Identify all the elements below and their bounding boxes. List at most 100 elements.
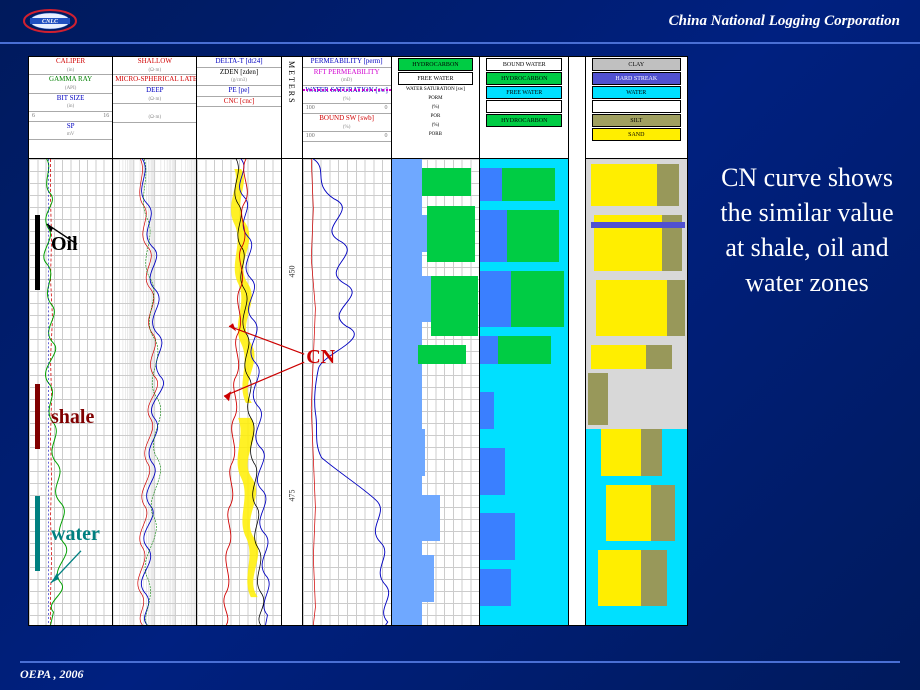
- fill-bound: [480, 210, 506, 261]
- track-body: 450 475: [282, 159, 302, 625]
- depth-unit: METERS: [287, 61, 296, 105]
- fill-hc: [431, 276, 478, 337]
- track-header: HYDROCARBONFREE WATERWATER SATURATION [s…: [392, 57, 480, 159]
- track-depth: METERS 450 475: [282, 57, 303, 625]
- legend-box: BOUND WATER: [486, 58, 562, 71]
- track-header: CLAYHARD STREAKWATERSILTSAND: [586, 57, 687, 159]
- fill-bound: [400, 555, 433, 602]
- fill-bound: [405, 495, 440, 542]
- header-label: CALIPER(in): [29, 57, 112, 75]
- track-body: [29, 159, 112, 625]
- header-scale: 1000: [303, 104, 391, 114]
- fill-bound: [480, 336, 498, 364]
- log-panel: CALIPER(in)GAMMA RAY(API)BIT SIZE(in)616…: [28, 56, 688, 626]
- legend-box: [592, 100, 681, 113]
- company-name: China National Logging Corporation: [669, 13, 900, 30]
- fill-hc: [422, 168, 470, 196]
- track-gap: [569, 57, 585, 625]
- fill-bound: [399, 429, 425, 476]
- track-permeability: PERMEABILITY [perm]RFT PERMEABILITY(mD)W…: [303, 57, 392, 625]
- fill-bound: [480, 271, 511, 327]
- logo: CNLC: [20, 6, 80, 36]
- fill-bound: [400, 276, 431, 323]
- fill-bound: [480, 569, 511, 606]
- fill-hc: [427, 206, 475, 262]
- header-scale: 616: [29, 112, 112, 122]
- header-label: RFT PERMEABILITY(mD): [303, 68, 391, 86]
- header-label: (Ω·m): [113, 104, 196, 122]
- header-scale: 1000: [303, 132, 391, 142]
- fill-bound: [480, 448, 505, 495]
- rft-line: [303, 89, 391, 91]
- legend-box: FREE WATER: [398, 72, 474, 85]
- track-gr-caliper: CALIPER(in)GAMMA RAY(API)BIT SIZE(in)616…: [29, 57, 113, 625]
- curve-msfl: [144, 159, 161, 625]
- curve-gr: [44, 159, 67, 625]
- fill-bound: [480, 392, 493, 429]
- track-volumes1: HYDROCARBONFREE WATERWATER SATURATION [s…: [392, 57, 481, 625]
- header-label: SPmV: [29, 122, 112, 140]
- legend-box: PORM: [398, 95, 474, 104]
- header-label: GAMMA RAY(API): [29, 75, 112, 93]
- track-header: DELTA-T [dt24]ZDEN [zden](g/cm3)PE [pe]C…: [197, 57, 280, 159]
- track-lithology: CLAYHARD STREAKWATERSILTSAND: [586, 57, 687, 625]
- header-label: PE [pe]: [197, 86, 280, 97]
- fill-bound: [480, 168, 502, 201]
- fill-hardstreak: [591, 222, 685, 228]
- legend-box: POR: [398, 113, 474, 122]
- legend-box: CLAY: [592, 58, 681, 71]
- curves: [29, 159, 112, 625]
- curve-sw: [313, 159, 388, 625]
- track-body: [392, 159, 480, 625]
- curves: [303, 159, 391, 625]
- header-label: BOUND SW [swb](%): [303, 114, 391, 132]
- fill-hc: [418, 345, 466, 364]
- header-label: ZDEN [zden](g/cm3): [197, 68, 280, 86]
- legend-box: (%): [398, 122, 474, 131]
- curve-zden: [235, 159, 264, 625]
- track-header: CALIPER(in)GAMMA RAY(API)BIT SIZE(in)616…: [29, 57, 112, 159]
- fill-silt: [641, 429, 661, 476]
- track-resistivity: SHALLOW(Ω·m)MICRO-SPHERICAL LATERALDEEP(…: [113, 57, 197, 625]
- footer: OEPA , 2006: [20, 661, 900, 682]
- legend-box: [486, 100, 562, 113]
- track-body: [113, 159, 196, 625]
- header-label: BIT SIZE(in): [29, 94, 112, 112]
- header-label: CNC [cnc]: [197, 97, 280, 108]
- track-volumes2: BOUND WATERHYDROCARBONFREE WATERHYDROCAR…: [480, 57, 569, 625]
- fill-silt: [667, 280, 685, 336]
- legend-box: SAND: [592, 128, 681, 141]
- track-body: [303, 159, 391, 625]
- header-label: SHALLOW(Ω·m): [113, 57, 196, 75]
- legend-box: (%): [398, 104, 474, 113]
- fill-silt: [646, 345, 671, 368]
- track-body: [197, 159, 280, 625]
- legend-box: HYDROCARBON: [398, 58, 474, 71]
- track-body: [480, 159, 568, 625]
- curves: [113, 159, 196, 625]
- legend-box: HARD STREAK: [592, 72, 681, 85]
- fill-bound: [393, 178, 419, 201]
- depth-tick: 475: [287, 489, 296, 501]
- logo-text: CNLC: [42, 19, 59, 25]
- depth-tick: 450: [287, 265, 296, 277]
- fill-bound: [396, 336, 418, 364]
- track-body: [586, 159, 687, 625]
- legend-box: HYDROCARBON: [486, 72, 562, 85]
- fill-silt: [588, 373, 608, 424]
- fill-silt: [651, 485, 674, 541]
- fill-silt: [641, 550, 666, 606]
- header: CNLC China National Logging Corporation: [0, 0, 920, 44]
- footer-text: OEPA , 2006: [20, 667, 900, 682]
- header-label: DEEP(Ω·m): [113, 86, 196, 104]
- track-header: BOUND WATERHYDROCARBONFREE WATERHYDROCAR…: [480, 57, 568, 159]
- fill-bound: [480, 513, 515, 560]
- track-density-neutron: DELTA-T [dt24]ZDEN [zden](g/cm3)PE [pe]C…: [197, 57, 281, 625]
- fill-silt: [657, 164, 679, 206]
- track-header: METERS: [282, 57, 302, 159]
- legend-box: FREE WATER: [486, 86, 562, 99]
- legend-box: WATER: [592, 86, 681, 99]
- side-caption: CN curve shows the similar value at shal…: [714, 160, 900, 300]
- legend-box: WATER SATURATION [sw]: [398, 86, 474, 95]
- header-label: PERMEABILITY [perm]: [303, 57, 391, 68]
